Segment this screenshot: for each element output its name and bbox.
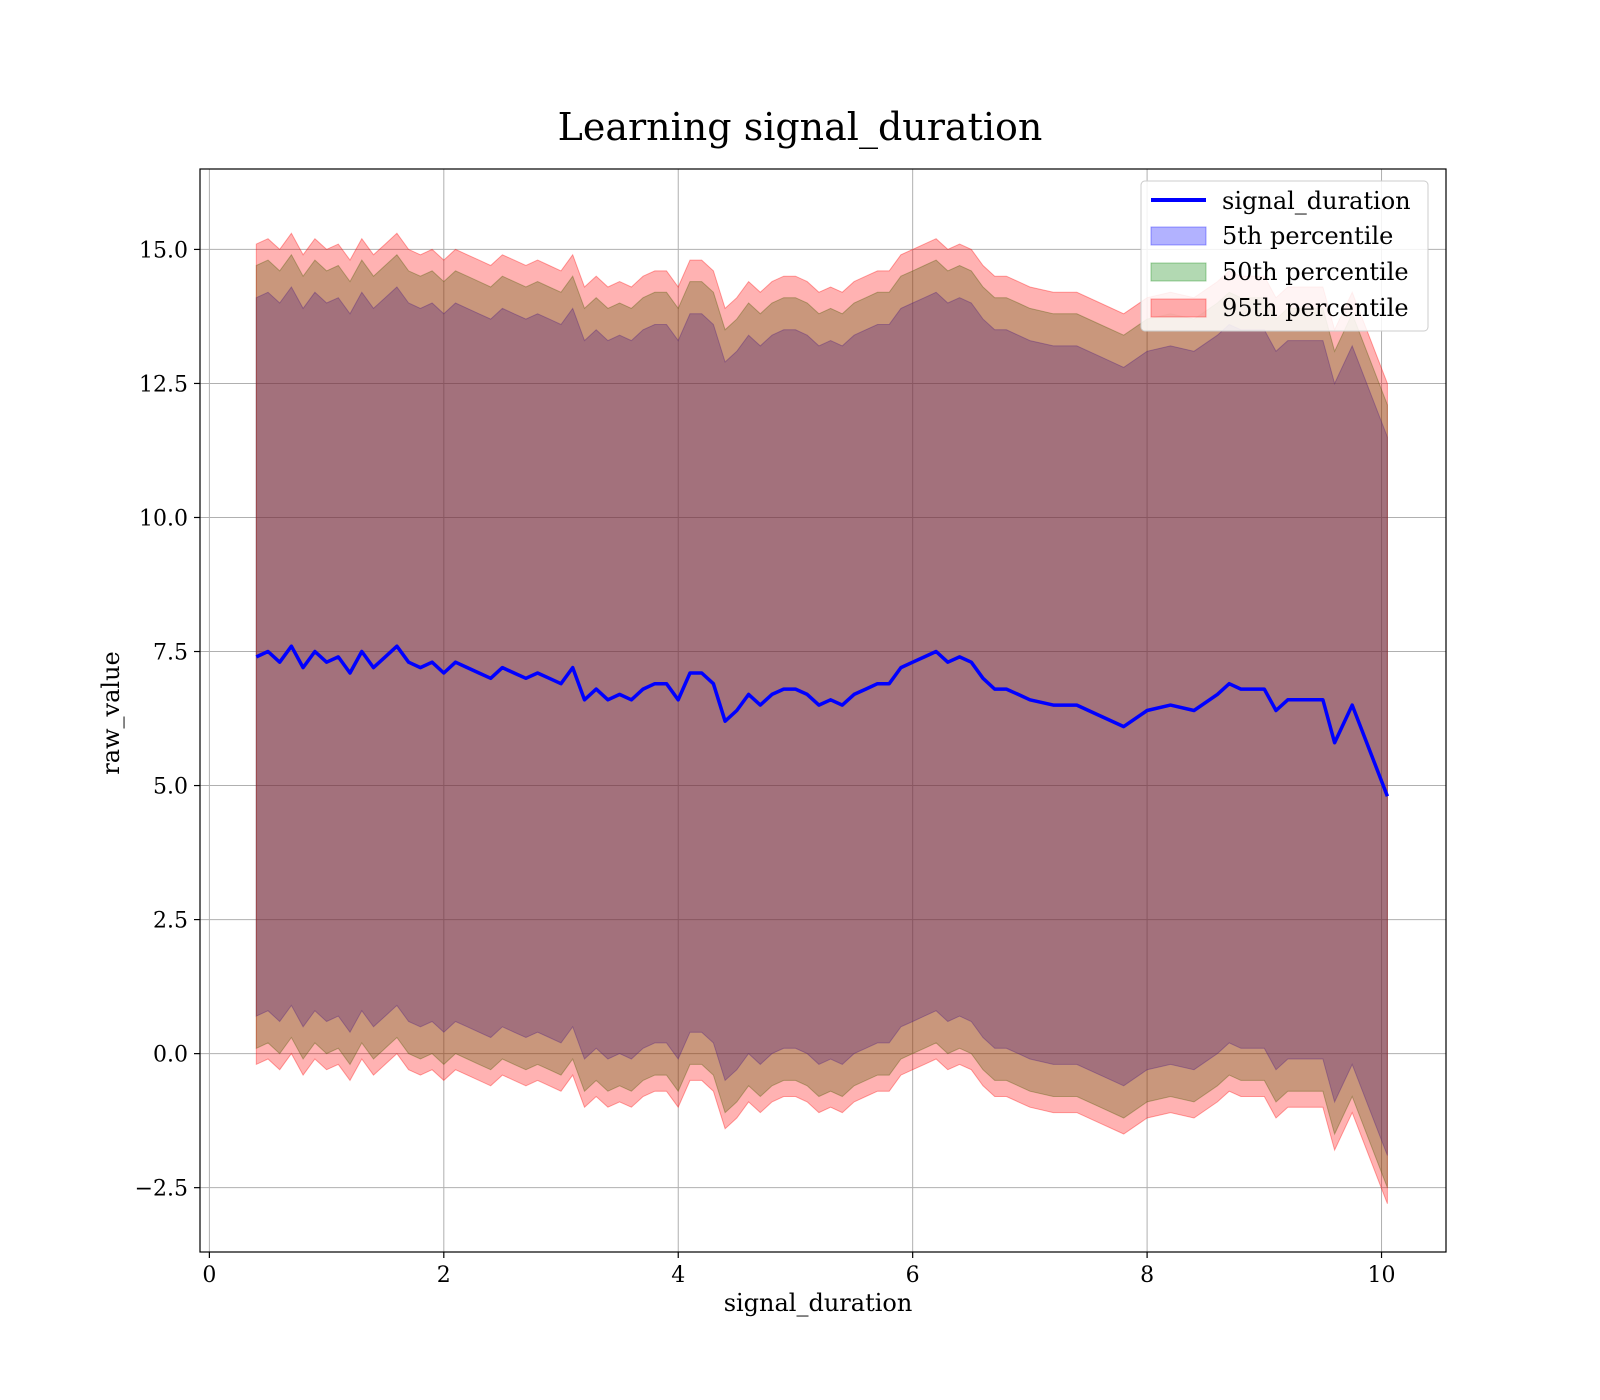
legend-label-50th-percentile: 50th percentile (1222, 258, 1409, 286)
legend-swatch-5th-percentile (1150, 226, 1207, 246)
x-tick-label: 2 (437, 1263, 451, 1288)
y-tick-label: −2.5 (135, 1177, 188, 1202)
y-tick-label: 5.0 (153, 775, 188, 800)
band-95th-percentile (255, 232, 1388, 1204)
x-axis-label: signal_duration (724, 1289, 913, 1317)
y-tick-label: 12.5 (139, 372, 188, 397)
plot-area (199, 168, 1447, 1253)
y-tick-label: 15.0 (139, 238, 188, 263)
legend-label-95th-percentile: 95th percentile (1222, 294, 1409, 322)
x-tick-label: 6 (906, 1263, 920, 1288)
y-axis-label: raw_value (97, 651, 125, 775)
x-tick-label: 8 (1140, 1263, 1154, 1288)
legend-swatch-95th-percentile (1150, 298, 1207, 318)
band-5th-percentile (255, 286, 1388, 1156)
y-tick-label: 2.5 (153, 909, 188, 934)
x-tick-label: 10 (1368, 1263, 1396, 1288)
band-50th-percentile (255, 253, 1388, 1188)
series-line-signal-duration (255, 644, 1390, 797)
y-tick-label: 0.0 (153, 1043, 188, 1068)
chart-title: Learning signal_duration (558, 105, 1043, 150)
y-tick-label: 10.0 (139, 506, 188, 531)
x-tick-label: 4 (671, 1263, 685, 1288)
signal-line-layer (255, 644, 1390, 797)
y-tick-label: 7.5 (153, 641, 188, 666)
legend-swatch-50th-percentile (1150, 262, 1207, 282)
plot-frame (199, 168, 1447, 1253)
x-tick-label: 0 (202, 1263, 216, 1288)
legend: signal_duration 5th percentile 50th perc… (1140, 180, 1429, 332)
percentile-bands (255, 232, 1388, 1204)
legend-label-5th-percentile: 5th percentile (1222, 222, 1393, 250)
grid-lines (200, 169, 1446, 1252)
axis-ticks: 0 2 4 6 8 10 −2.5 0.0 2.5 5.0 7.5 10.0 12.5 15.0 (135, 238, 1396, 1288)
legend-label-signal-duration: signal_duration (1222, 187, 1411, 215)
legend-box (1140, 180, 1429, 332)
